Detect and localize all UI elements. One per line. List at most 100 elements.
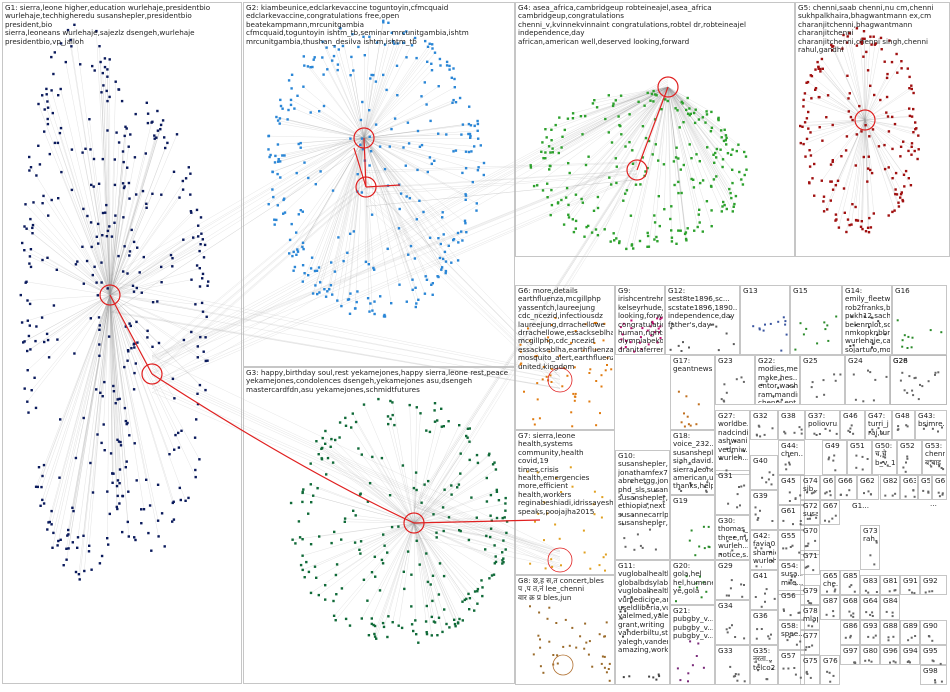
edge [353,414,414,523]
edge [110,188,124,295]
node-g6 [546,376,548,378]
node-g1 [109,58,111,60]
node-g11 [631,596,633,598]
node-g2 [288,252,290,254]
node-g2 [322,73,324,75]
node-g1 [135,113,137,115]
node-g8 [565,619,567,621]
edge [384,523,414,627]
edge [110,190,183,295]
node-g15 [800,322,802,324]
node-g3 [334,439,336,441]
node-g4 [551,204,553,206]
node-g1 [47,118,49,120]
node-g2 [457,232,459,234]
node-g20 [675,600,677,602]
edge [31,249,110,295]
node-g78 [808,625,810,627]
node-g3 [476,454,478,456]
node-g93 [875,635,877,637]
node-g12 [670,327,672,329]
node-g16 [912,337,914,339]
node-g60 [942,494,944,496]
node-g3 [310,483,312,485]
node-g1 [136,287,138,289]
node-g1 [47,123,49,125]
node-g5 [813,195,815,197]
node-g1 [128,197,130,199]
node-g12 [718,349,720,351]
node-g3 [457,622,459,624]
node-g1 [108,225,110,227]
edge [50,295,110,522]
node-g2 [474,125,476,127]
node-g1 [196,264,198,266]
node-g9 [630,341,632,343]
node-g5 [902,141,904,143]
node-g3 [426,605,428,607]
node-g21 [677,667,679,669]
node-g4 [651,93,653,95]
edge [668,87,738,145]
node-g34 [734,636,736,638]
node-g1 [157,535,159,537]
node-g4 [597,234,599,236]
node-g23 [743,381,745,383]
node-g2 [402,32,404,34]
edge [848,36,865,120]
node-g71 [806,566,808,568]
node-g3 [460,452,462,454]
node-g2 [337,69,339,71]
node-g1 [60,88,62,90]
node-g96 [889,662,891,664]
node-g4 [595,228,597,230]
node-g9 [656,317,658,319]
node-g45 [795,498,797,500]
node-g15 [835,316,837,318]
node-g5 [819,126,821,128]
node-g1 [56,544,58,546]
node-g9 [650,325,652,327]
node-g3 [490,494,492,496]
node-g89 [914,635,916,637]
node-g2 [325,296,327,298]
node-g2 [382,74,384,76]
node-g1 [76,260,78,262]
node-g5 [838,226,840,228]
node-g4 [713,178,715,180]
node-g68 [852,613,854,615]
node-g3 [469,597,471,599]
node-g3 [469,459,471,461]
node-g2 [330,261,332,263]
node-g1 [124,126,126,128]
node-g2 [454,86,456,88]
node-g1 [67,547,69,549]
node-g2 [477,123,479,125]
node-g3 [469,427,471,429]
node-g84 [886,611,888,613]
node-g15 [826,324,828,326]
node-g1 [99,61,101,63]
node-g1 [21,321,23,323]
node-g1 [25,281,27,283]
node-g1 [196,209,198,211]
node-g92 [931,590,933,592]
node-g1 [173,171,175,173]
node-g1 [37,103,39,105]
node-g4 [612,105,614,107]
node-g1 [129,133,131,135]
node-g2 [373,313,375,315]
node-g4 [631,243,633,245]
node-g4 [565,196,567,198]
node-g1 [50,523,52,525]
node-g5 [808,149,810,151]
node-g22 [781,399,783,401]
node-g70 [807,545,809,547]
node-g3 [330,446,332,448]
hub-circle [553,655,573,675]
node-g3 [432,575,434,577]
node-g3 [450,493,452,495]
node-g5 [903,174,905,176]
node-g5 [810,154,812,156]
node-g2 [302,280,304,282]
